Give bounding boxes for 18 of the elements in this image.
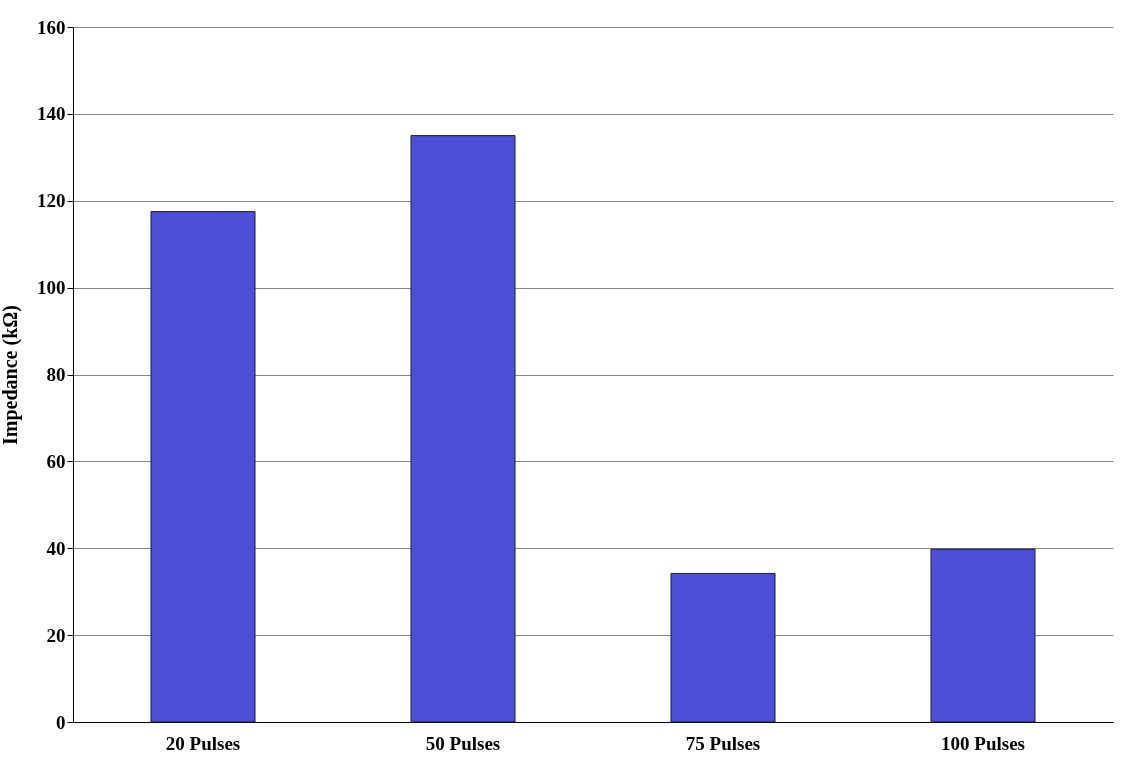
y-tick-label: 140 xyxy=(37,103,66,125)
y-tick-label: 100 xyxy=(37,277,66,299)
x-tick-label: 50 Pulses xyxy=(425,732,501,754)
x-tick-label: 20 Pulses xyxy=(165,732,241,754)
y-tick-label: 20 xyxy=(46,624,66,646)
y-tick-label: 160 xyxy=(37,16,66,38)
y-tick-label: 0 xyxy=(56,711,66,733)
x-tick-label: 75 Pulses xyxy=(685,732,761,754)
bar xyxy=(150,211,256,723)
bar xyxy=(410,135,516,723)
y-tick-label: 60 xyxy=(46,450,66,472)
y-axis-title: Impedance (kΩ) xyxy=(0,305,22,445)
y-tick-label: 40 xyxy=(46,537,66,559)
bar xyxy=(670,572,776,723)
x-tick-label: 100 Pulses xyxy=(941,732,1025,754)
y-tick-label: 120 xyxy=(37,190,66,212)
bar xyxy=(930,548,1036,723)
y-tick-label: 80 xyxy=(46,364,66,385)
